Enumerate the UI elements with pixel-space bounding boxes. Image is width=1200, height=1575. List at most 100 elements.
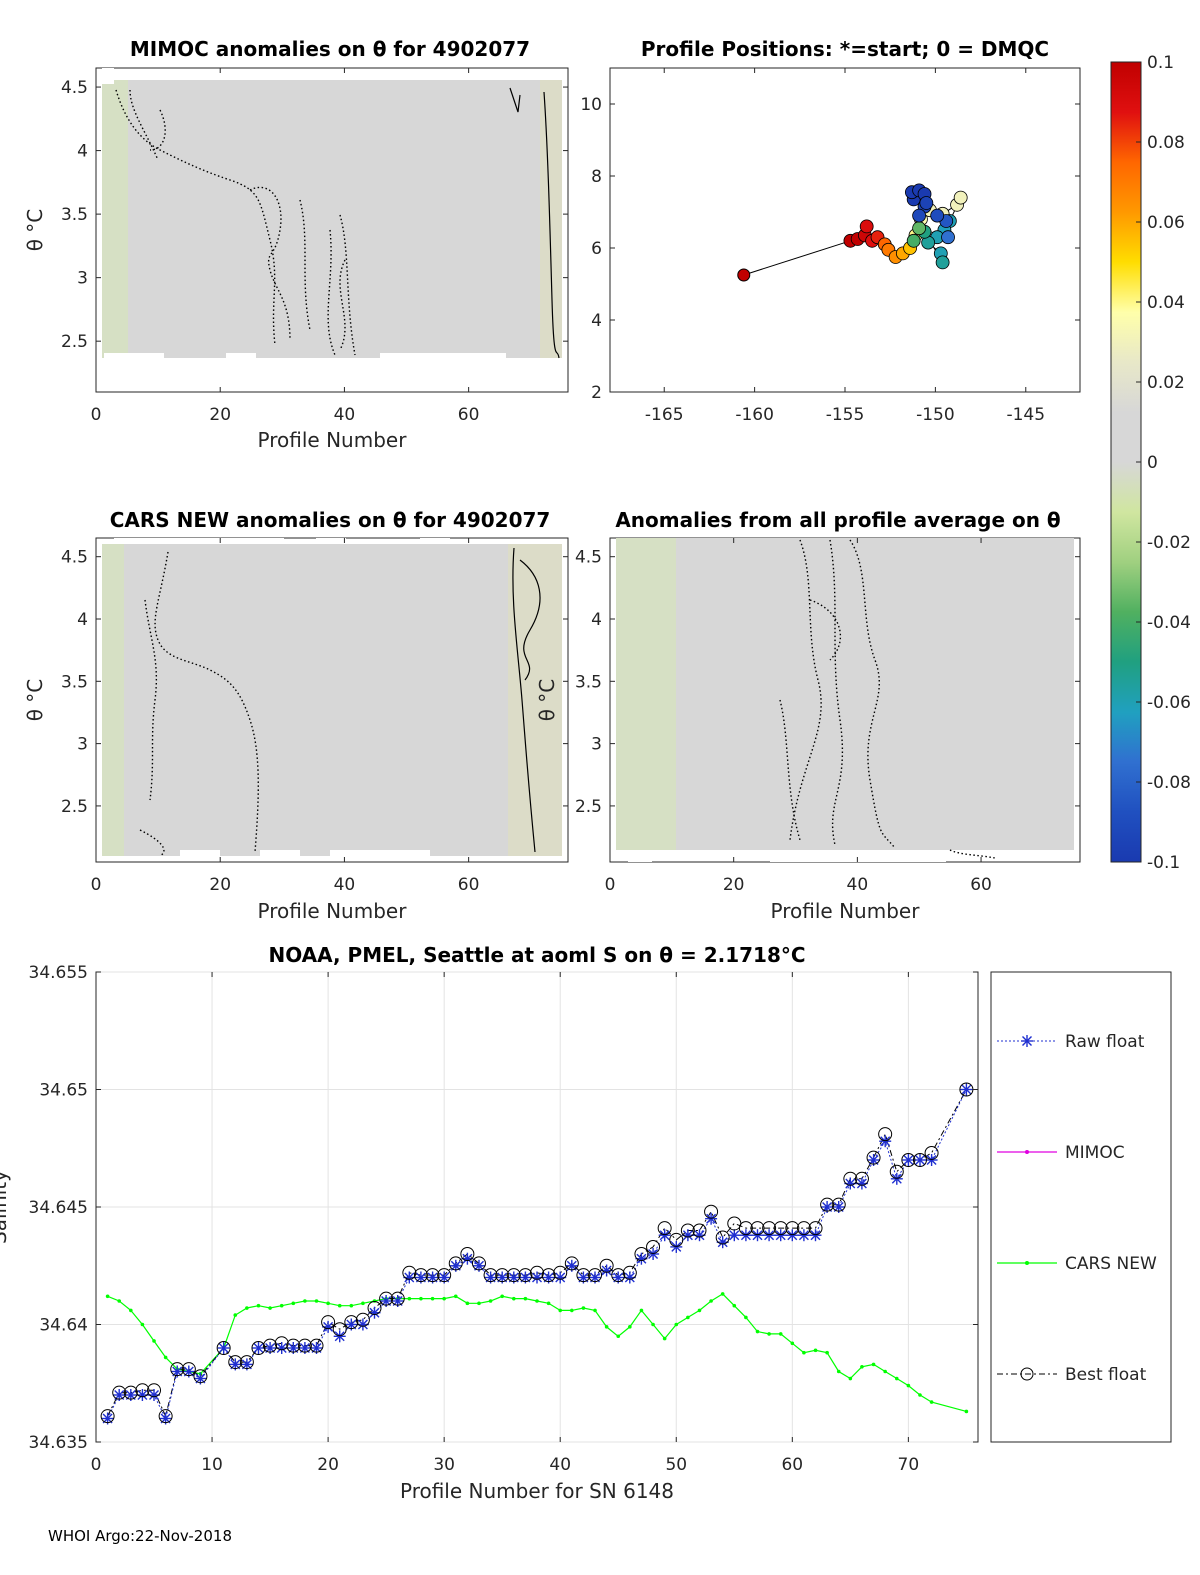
- cars-new-point: [825, 1350, 829, 1355]
- positions-title: Profile Positions: *=start; 0 = DMQC: [641, 37, 1049, 61]
- salinity-ylabel: Salinity: [0, 1170, 11, 1244]
- profile-position: [941, 230, 955, 245]
- cars-xlabel: Profile Number: [258, 899, 408, 923]
- best-float-point: [530, 1265, 544, 1280]
- cars-xtick-label: 20: [209, 875, 231, 895]
- cars-xtick-label: 60: [458, 875, 480, 895]
- legend-raw-marker: [1021, 1035, 1033, 1047]
- salinity-ytick-label: 34.655: [29, 963, 88, 983]
- legend-mimoc-label: MIMOC: [1065, 1143, 1125, 1163]
- cars-new-point: [152, 1339, 156, 1343]
- best-float-point: [878, 1127, 893, 1142]
- salinity-ytick-label: 34.65: [39, 1081, 88, 1101]
- start-marker: [737, 268, 751, 282]
- positions-panel: [609, 67, 1081, 393]
- best-float-point: [646, 1239, 661, 1254]
- avg-ytick-label: 4.5: [575, 548, 602, 568]
- salinity-xtick-label: 20: [317, 1455, 339, 1475]
- best-float-point: [448, 1256, 463, 1271]
- profile-position: [912, 221, 927, 236]
- cars-new-point: [535, 1299, 539, 1303]
- salinity-title: NOAA, PMEL, Seattle at aoml S on θ = 2.1…: [268, 943, 805, 967]
- positions-xtick-label: -145: [1006, 405, 1045, 425]
- footer-credit: WHOI Argo:22-Nov-2018: [48, 1527, 232, 1545]
- cars-new-point: [477, 1301, 481, 1306]
- positions-xtick-label: -150: [916, 405, 955, 425]
- avg-ytick-label: 2.5: [575, 797, 602, 817]
- best-float-point: [680, 1223, 695, 1238]
- legend-cars-label: CARS NEW: [1065, 1254, 1157, 1274]
- cars-field: [102, 538, 562, 860]
- cars-xtick-label: 40: [334, 875, 356, 895]
- raw-float-point: [252, 1342, 265, 1354]
- cars-new-point: [245, 1306, 249, 1310]
- best-float-point: [564, 1256, 579, 1271]
- best-float-point: [332, 1322, 347, 1337]
- raw-float-point: [809, 1229, 822, 1242]
- cars-new-point: [767, 1332, 771, 1336]
- salinity-xlabel: Profile Number for SN 6148: [400, 1479, 674, 1503]
- best-float-point: [924, 1145, 939, 1160]
- best-float-point: [669, 1232, 684, 1247]
- best-float-point: [460, 1247, 475, 1261]
- legend-best: Best float: [997, 1365, 1147, 1385]
- avg-xtick-label: 0: [605, 875, 616, 895]
- raw-float-point: [960, 1083, 973, 1096]
- cars-new-point: [778, 1332, 783, 1336]
- raw-float-point: [786, 1229, 799, 1242]
- cars-new-point: [558, 1308, 563, 1313]
- cars-new-point: [639, 1308, 644, 1313]
- cars-new-point: [488, 1299, 493, 1303]
- cars-new-point: [140, 1322, 145, 1327]
- profile-position: [930, 208, 945, 223]
- best-float-point: [622, 1265, 637, 1280]
- cars-new-point: [929, 1400, 934, 1404]
- raw-float-point: [739, 1229, 752, 1242]
- best-float-point: [750, 1221, 765, 1236]
- colorbar-tick-label: 0.04: [1147, 293, 1185, 313]
- best-float-point: [912, 1153, 927, 1167]
- salinity-xtick-label: 60: [781, 1455, 803, 1475]
- colorbar-tick-label: -0.06: [1147, 693, 1191, 713]
- raw-float-point: [705, 1212, 718, 1225]
- cars-new-point: [465, 1301, 470, 1306]
- mimoc-title: MIMOC anomalies on θ for 4902077: [130, 37, 530, 61]
- mimoc-ytick-label: 4.5: [61, 78, 88, 98]
- best-float-point: [854, 1171, 869, 1186]
- best-float-point: [483, 1268, 498, 1283]
- colorbar-tick-label: -0.08: [1147, 773, 1191, 793]
- avg-title: Anomalies from all profile average on θ: [615, 508, 1060, 532]
- best-float-point: [112, 1385, 127, 1400]
- mimoc-xlabel: Profile Number: [258, 428, 408, 452]
- profile-position: [935, 255, 950, 270]
- avg-field: [616, 538, 1074, 862]
- cars-new-point: [407, 1296, 412, 1301]
- cars-new-point: [511, 1296, 516, 1301]
- mimoc-panel: [95, 67, 569, 393]
- cars-new-point: [372, 1299, 377, 1303]
- salinity-ytick-label: 34.645: [29, 1198, 88, 1218]
- best-float-point: [228, 1355, 243, 1370]
- mimoc-xtick-label: 60: [458, 405, 480, 425]
- best-float-point: [263, 1338, 278, 1353]
- cars-new-point: [860, 1365, 864, 1369]
- best-float-point: [785, 1221, 800, 1236]
- best-float-point: [901, 1153, 916, 1167]
- salinity-ytick-label: 34.635: [29, 1433, 88, 1453]
- best-float-point: [286, 1338, 301, 1353]
- raw-float-point: [333, 1330, 346, 1343]
- cars-new-point: [233, 1313, 238, 1317]
- best-float-point: [541, 1268, 556, 1283]
- raw-float-point: [774, 1229, 787, 1242]
- best-float-point: [553, 1265, 568, 1280]
- legend-best-label: Best float: [1065, 1365, 1147, 1385]
- best-float-point: [216, 1341, 231, 1355]
- best-float-point: [147, 1383, 162, 1398]
- cars-ytick-label: 4: [77, 610, 88, 630]
- raw-float-point: [763, 1229, 776, 1242]
- avg-ylabel: θ °C: [535, 679, 559, 722]
- best-float-point: [100, 1409, 115, 1424]
- cars-new-point: [755, 1329, 760, 1334]
- best-float-point: [274, 1336, 289, 1351]
- cars-new-point: [686, 1315, 690, 1320]
